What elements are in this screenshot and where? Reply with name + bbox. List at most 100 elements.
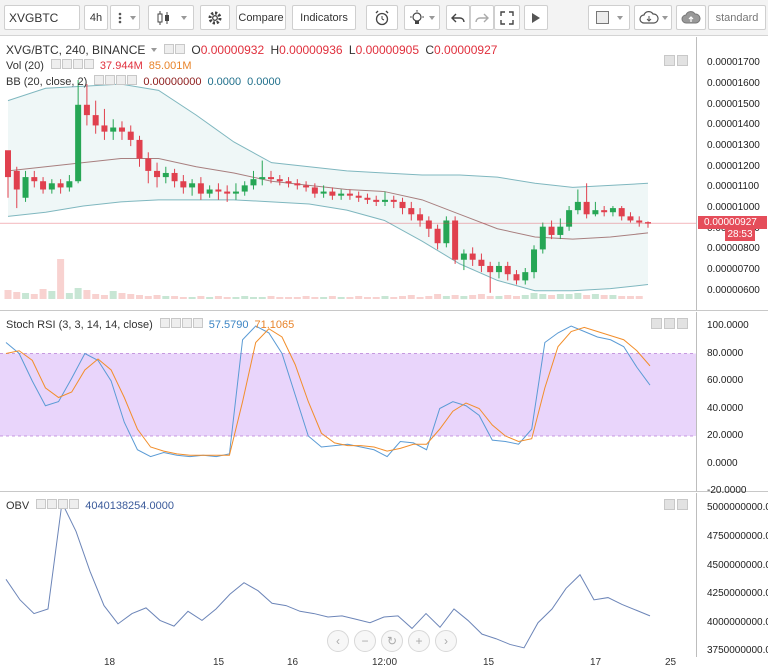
fullscreen-button[interactable] (494, 5, 520, 30)
time-tick-label: 18 (104, 657, 116, 668)
candle-body (101, 125, 108, 132)
eye-icon[interactable] (94, 75, 105, 85)
more-icon[interactable] (69, 499, 80, 509)
pane-controls[interactable] (651, 318, 688, 329)
candle-body (417, 214, 424, 221)
color-theme-button[interactable] (588, 5, 630, 30)
candle-body (48, 183, 55, 190)
undo-button[interactable] (446, 5, 470, 30)
settings-icon[interactable] (47, 499, 58, 509)
axis-tick-label: 20.0000 (707, 430, 744, 441)
maximize-pane-icon[interactable] (664, 499, 675, 510)
scroll-left-icon[interactable]: ‹ (327, 630, 349, 652)
volume-bar (521, 295, 529, 299)
volume-bar (302, 296, 310, 299)
legend-controls[interactable] (50, 59, 94, 72)
maximize-pane-icon[interactable] (664, 55, 675, 66)
zoom-out-icon[interactable]: − (354, 630, 376, 652)
more-icon[interactable] (192, 318, 203, 328)
play-button[interactable] (524, 5, 548, 30)
symbol-search-input[interactable]: XVGBTC (4, 5, 80, 30)
stoch-rsi-pane[interactable]: Stoch RSI (3, 3, 14, 14, close) 57.5790 … (0, 312, 696, 492)
indicators-label: Indicators (300, 11, 348, 24)
more-icon[interactable] (83, 59, 94, 69)
maximize-pane-icon[interactable] (651, 318, 662, 329)
move-up-icon[interactable] (677, 499, 688, 510)
volume-bar (258, 297, 266, 299)
price-axis[interactable]: 0.00001700 0.00001600 0.00001500 0.00001400… (696, 37, 768, 311)
legend-controls[interactable] (159, 318, 203, 331)
close-label: C (425, 43, 435, 57)
candle-body (460, 253, 467, 260)
indicators-button[interactable]: Indicators (292, 5, 356, 30)
close-icon[interactable] (116, 75, 127, 85)
volume-bar (425, 296, 433, 299)
move-down-icon[interactable] (677, 318, 688, 329)
eye-icon[interactable] (159, 318, 170, 328)
close-icon[interactable] (58, 499, 69, 509)
settings-icon[interactable] (61, 59, 72, 69)
stoch-axis[interactable]: 100.0000 80.0000 60.0000 40.0000 20.0000 0.00… (696, 312, 768, 496)
legend-controls[interactable] (93, 75, 138, 88)
volume-bar (144, 296, 152, 299)
candle-body (346, 193, 353, 196)
stoch-k-line (5, 325, 651, 458)
stoch-d-value: 71.1065 (254, 318, 295, 331)
time-axis[interactable]: 18 15 16 12:00 15 17 25 (0, 657, 696, 669)
settings-button[interactable] (200, 5, 230, 30)
layout-name-label: standard (715, 11, 759, 24)
settings-icon[interactable] (175, 44, 186, 54)
candle-body (425, 220, 432, 229)
bar-countdown-badge: 28:53 (725, 229, 755, 242)
price-pane[interactable]: XVG/BTC, 240, BINANCE O0.00000932 H0.000… (0, 37, 696, 311)
settings-icon[interactable] (105, 75, 116, 85)
legend-controls[interactable] (163, 43, 186, 57)
layout-name-button[interactable]: standard (708, 5, 766, 30)
candle-body (452, 220, 459, 260)
move-up-icon[interactable] (664, 318, 675, 329)
axis-tick-label: 0.00001300 (707, 140, 760, 152)
close-icon[interactable] (72, 59, 83, 69)
candle-body (66, 181, 73, 188)
price-chart-svg[interactable] (0, 37, 696, 311)
close-icon[interactable] (181, 318, 192, 328)
chevron-down-icon[interactable] (151, 48, 158, 52)
stoch-rsi-svg[interactable] (0, 312, 696, 492)
axis-tick-label: -20.0000 (707, 485, 747, 496)
eye-icon[interactable] (36, 499, 47, 509)
obv-axis[interactable]: 5000000000.0000 4750000000.0000 4500000000… (696, 493, 768, 657)
alert-button[interactable] (366, 5, 398, 30)
pane-controls[interactable] (664, 55, 688, 66)
candle-body (548, 226, 555, 235)
legend-controls[interactable] (35, 499, 80, 512)
eye-icon[interactable] (164, 44, 175, 54)
compare-button[interactable]: Compare (236, 5, 286, 30)
axis-tick-label: 0.00001400 (707, 119, 760, 131)
obv-svg[interactable] (0, 493, 696, 657)
volume-bar (346, 297, 354, 299)
ideas-button[interactable] (404, 5, 440, 30)
pane-controls[interactable] (664, 499, 688, 510)
obv-pane[interactable]: OBV 4040138254.0000 (0, 493, 696, 657)
volume-bar (626, 296, 634, 299)
more-icon[interactable] (127, 75, 138, 85)
volume-bar (153, 295, 161, 299)
volume-bar (434, 294, 442, 299)
load-layout-button[interactable] (634, 5, 672, 30)
candle-body (373, 199, 380, 202)
chart-style-button[interactable] (148, 5, 194, 30)
candle-body (311, 187, 318, 194)
reset-icon[interactable]: ↻ (381, 630, 403, 652)
more-options-button[interactable] (110, 5, 140, 30)
save-layout-button[interactable] (676, 5, 706, 30)
move-pane-icon[interactable] (677, 55, 688, 66)
interval-button[interactable]: 4h (84, 5, 108, 30)
redo-button[interactable] (470, 5, 494, 30)
chart-navigation: ‹ − ↻ + › (327, 630, 457, 652)
zoom-in-icon[interactable]: + (408, 630, 430, 652)
volume-label: Vol (20) (6, 59, 44, 72)
settings-icon[interactable] (170, 318, 181, 328)
open-label: O (191, 43, 201, 57)
eye-icon[interactable] (50, 59, 61, 69)
scroll-right-icon[interactable]: › (435, 630, 457, 652)
